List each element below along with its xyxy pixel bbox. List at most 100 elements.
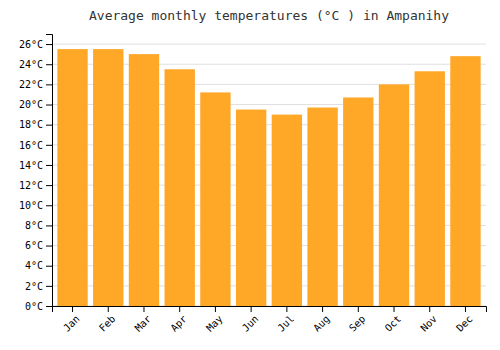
x-tick: Sep xyxy=(347,306,368,334)
x-axis: Jan Feb Mar Apr May Jun Jul Aug Sep Oct Nov Dec xyxy=(53,306,487,334)
x-tick-label: Sep xyxy=(347,313,368,334)
y-tick-label: 24°C xyxy=(19,59,43,70)
x-tick-mark xyxy=(286,306,287,312)
y-tick-label: 20°C xyxy=(19,99,43,110)
y-tick-label: 12°C xyxy=(19,180,43,191)
x-tick-mark xyxy=(358,306,359,312)
y-tick: 20°C xyxy=(19,99,52,110)
y-tick: 12°C xyxy=(19,180,52,191)
y-tick-mark xyxy=(46,84,52,85)
title: Average monthly temperatures (°C ) in Am… xyxy=(89,8,449,23)
y-tick: 16°C xyxy=(19,140,52,151)
y-tick-label: 26°C xyxy=(19,39,43,50)
x-tick-label: Oct xyxy=(383,313,404,334)
bars xyxy=(57,49,480,306)
bar xyxy=(379,84,409,306)
y-tick-label: 2°C xyxy=(25,281,43,292)
grid xyxy=(52,44,486,306)
y-tick-mark xyxy=(46,266,52,267)
x-tick: Jun xyxy=(240,306,261,334)
x-tick-label: Dec xyxy=(454,313,475,334)
y-tick-mark xyxy=(46,64,52,65)
x-tick: Dec xyxy=(454,306,475,334)
y-tick-mark xyxy=(46,165,52,166)
x-tick: Apr xyxy=(168,306,189,334)
y-tick: 8°C xyxy=(25,220,52,231)
y-tick: 18°C xyxy=(19,119,52,130)
x-axis-line xyxy=(53,307,487,313)
x-tick: Jul xyxy=(276,306,297,334)
y-tick: 22°C xyxy=(19,79,52,90)
y-axis: 0°C 2°C 4°C 6°C 8°C 10°C 12°C 14°C 16°C 18°C 20°C 2… xyxy=(19,35,53,312)
plot: 0°C 2°C 4°C 6°C 8°C 10°C 12°C 14°C 16°C 18°C 20°C 2… xyxy=(19,35,487,334)
bar xyxy=(93,49,123,306)
y-tick-mark xyxy=(46,44,52,45)
x-tick: Nov xyxy=(418,306,439,334)
y-tick: 2°C xyxy=(25,281,52,292)
x-tick-label: Mar xyxy=(133,313,154,334)
y-tick-mark xyxy=(46,125,52,126)
bar xyxy=(165,69,195,306)
x-tick-mark xyxy=(72,306,73,312)
x-tick-label: May xyxy=(204,313,225,334)
bar xyxy=(343,97,373,306)
x-tick-label: Apr xyxy=(168,313,189,334)
y-tick-label: 10°C xyxy=(19,200,43,211)
y-tick-label: 18°C xyxy=(19,119,43,130)
x-tick-mark xyxy=(465,306,466,312)
y-tick: 14°C xyxy=(19,160,52,171)
y-tick-mark xyxy=(46,225,52,226)
y-tick-mark xyxy=(46,105,52,106)
x-tick-mark xyxy=(429,306,430,312)
y-tick: 24°C xyxy=(19,59,52,70)
bar xyxy=(450,56,480,306)
x-tick-label: Jun xyxy=(240,313,261,334)
x-tick-mark xyxy=(322,306,323,312)
y-tick-label: 14°C xyxy=(19,160,43,171)
y-tick: 4°C xyxy=(25,260,52,271)
bar xyxy=(57,49,87,306)
y-tick: 0°C xyxy=(25,301,52,312)
y-tick-mark xyxy=(46,145,52,146)
y-tick-label: 8°C xyxy=(25,220,43,231)
y-tick-mark xyxy=(46,246,52,247)
x-tick: Aug xyxy=(311,306,332,334)
y-axis-line xyxy=(46,35,53,307)
x-tick: Mar xyxy=(133,306,154,334)
x-tick-mark xyxy=(108,306,109,312)
bar xyxy=(415,71,445,306)
x-tick-label: Feb xyxy=(97,313,118,334)
y-tick-mark xyxy=(46,205,52,206)
y-tick: 10°C xyxy=(19,200,52,211)
bar xyxy=(129,54,159,306)
y-tick: 6°C xyxy=(25,240,52,251)
y-tick-mark xyxy=(46,306,52,307)
y-tick-mark xyxy=(46,286,52,287)
x-tick-mark xyxy=(143,306,144,312)
x-tick: Oct xyxy=(383,306,404,334)
x-tick-label: Aug xyxy=(311,313,332,334)
x-tick: May xyxy=(204,306,225,334)
x-tick: Jan xyxy=(61,306,82,334)
chart: 0°C 2°C 4°C 6°C 8°C 10°C 12°C 14°C 16°C 18°C 20°C 2… xyxy=(0,0,500,350)
y-tick-mark xyxy=(46,185,52,186)
x-tick-label: Jul xyxy=(276,313,297,334)
x-tick-mark xyxy=(179,306,180,312)
y-tick-label: 22°C xyxy=(19,79,43,90)
x-tick: Feb xyxy=(97,306,118,334)
y-tick-label: 16°C xyxy=(19,140,43,151)
x-tick-mark xyxy=(251,306,252,312)
bar xyxy=(307,108,337,306)
x-tick-mark xyxy=(215,306,216,312)
y-tick-label: 0°C xyxy=(25,301,43,312)
y-tick-label: 6°C xyxy=(25,240,43,251)
x-tick-label: Jan xyxy=(61,313,82,334)
x-tick-mark xyxy=(394,306,395,312)
y-tick-label: 4°C xyxy=(25,260,43,271)
bar xyxy=(200,92,230,306)
bar xyxy=(236,110,266,306)
bar xyxy=(272,115,302,306)
x-tick-label: Nov xyxy=(418,313,439,334)
grid-line xyxy=(52,44,486,45)
y-tick: 26°C xyxy=(19,39,52,50)
